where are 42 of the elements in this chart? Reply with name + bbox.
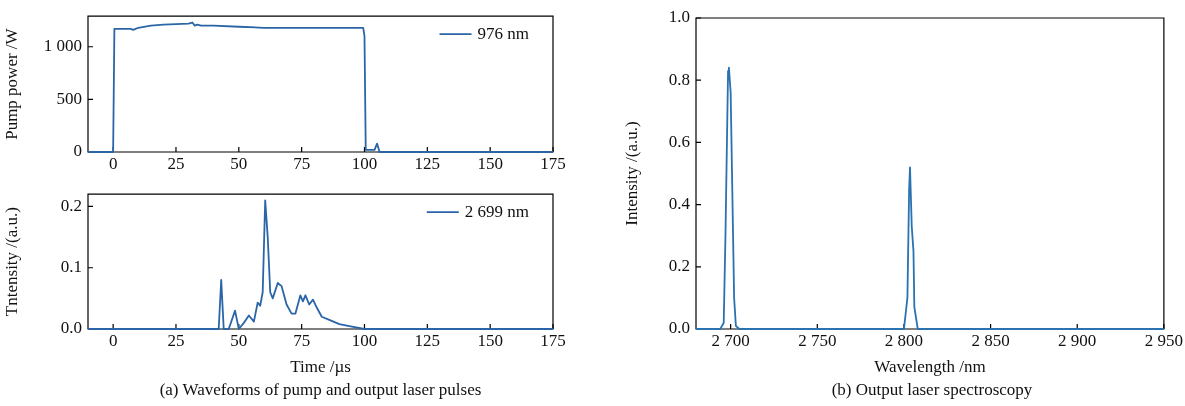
y-tick-label: 0.6 — [668, 131, 690, 151]
x-axis-title: Wavelength /nm — [874, 357, 986, 377]
y-tick-label: 0.0 — [60, 318, 82, 338]
x-tick-label: 150 — [477, 330, 503, 350]
x-tick-label: 100 — [351, 330, 378, 350]
y-tick-label: 0.1 — [60, 257, 82, 277]
x-tick-label: 50 — [230, 153, 248, 173]
y-tick-label: 0.4 — [668, 194, 691, 214]
text: (b) Output laser spectroscopy — [830, 380, 1034, 400]
text: (a) Waveforms of pump and output laser pulses — [158, 380, 483, 400]
y-axis-title: Intensity /(a.u.) — [621, 121, 641, 226]
x-tick-label: 2 900 — [1058, 330, 1097, 350]
x-tick-label: 2 850 — [971, 330, 1010, 350]
x-tick-label: 75 — [293, 330, 311, 350]
y-tick-label: 1 000 — [43, 36, 82, 56]
y-tick-label: 0.2 — [60, 195, 82, 215]
x-tick-label: 0 — [108, 330, 118, 350]
x-tick-label: 25 — [167, 330, 185, 350]
x-tick-label: 0 — [108, 153, 118, 173]
x-tick-label: 150 — [477, 153, 503, 173]
x-tick-label: 25 — [167, 153, 185, 173]
x-tick-label: 50 — [230, 330, 248, 350]
y-tick-label: 500 — [56, 88, 82, 108]
y-tick-label: 0.8 — [668, 69, 690, 89]
x-tick-label: 75 — [293, 153, 311, 173]
x-tick-label: 2 750 — [798, 330, 837, 350]
x-tick-label: 2 800 — [884, 330, 924, 350]
x-axis-title: Time /µs — [290, 357, 351, 377]
x-tick-label: 2 700 — [711, 330, 750, 350]
x-tick-label: 125 — [414, 153, 441, 173]
x-tick-label: 175 — [540, 330, 566, 350]
x-tick-label: 100 — [351, 153, 378, 173]
legend-label: 2 699 nm — [464, 201, 530, 221]
legend-label: 976 nm — [477, 23, 530, 43]
x-tick-label: 2 950 — [1144, 330, 1183, 350]
y-tick-label: 0.0 — [668, 318, 690, 338]
y-tick-label: 0.2 — [668, 256, 690, 276]
x-tick-label: 125 — [414, 330, 441, 350]
y-axis-title: Pump power /W — [1, 27, 21, 140]
x-tick-label: 175 — [540, 153, 566, 173]
y-tick-label: 1.0 — [668, 7, 690, 27]
y-axis-title: Tntensity /(a.u.) — [1, 207, 21, 317]
